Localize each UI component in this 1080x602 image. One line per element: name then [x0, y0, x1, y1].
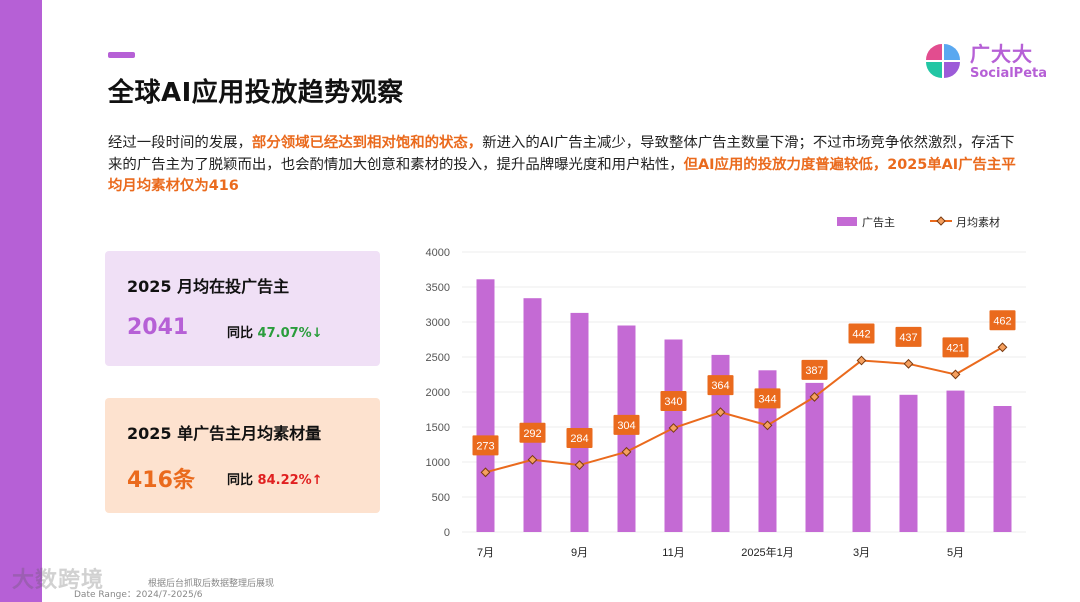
data-label: 437 — [899, 332, 917, 344]
data-label: 304 — [617, 420, 635, 432]
advertiser-stat-card: 2025 月均在投广告主 2041 同比 47.07%↓ — [105, 251, 380, 366]
x-tick-label: 9月 — [571, 547, 588, 559]
data-label: 421 — [946, 342, 964, 354]
legend-bar-swatch — [837, 217, 857, 226]
y-tick-label: 0 — [444, 527, 450, 539]
x-tick-label: 5月 — [947, 547, 964, 559]
data-label: 387 — [805, 365, 823, 377]
line-point — [621, 446, 632, 457]
line-point — [856, 355, 867, 366]
y-tick-label: 2000 — [426, 387, 450, 399]
data-label: 273 — [476, 440, 494, 452]
socialpeta-logo-icon — [926, 44, 960, 78]
bar-advertisers — [852, 395, 871, 532]
card-value: 2041 — [127, 315, 189, 340]
watermark: 大数跨境 — [12, 568, 105, 593]
x-tick-label: 7月 — [477, 547, 494, 559]
y-tick-label: 3000 — [426, 317, 450, 329]
data-label-box — [613, 414, 640, 435]
logo-text-en: SocialPeta — [970, 66, 1048, 81]
y-tick-label: 3500 — [426, 282, 450, 294]
data-label: 340 — [664, 396, 682, 408]
data-label: 462 — [993, 315, 1011, 327]
y-tick-label: 500 — [432, 492, 450, 504]
line-point — [997, 342, 1008, 353]
x-tick-label: 11月 — [662, 547, 684, 559]
bar-advertisers — [946, 390, 965, 532]
y-tick-label: 2500 — [426, 352, 450, 364]
intro-text-1: 经过一段时间的发展， — [108, 135, 252, 151]
data-label-box — [660, 391, 687, 411]
bar-advertisers — [758, 370, 777, 532]
legend-bar-label: 广告主 — [862, 216, 895, 229]
data-label: 442 — [852, 329, 870, 341]
bar-advertisers — [899, 394, 918, 532]
logo-text-cn: 广大大 — [970, 42, 1033, 66]
data-label-box — [848, 323, 875, 344]
bar-advertisers — [805, 382, 824, 532]
data-label-box — [801, 359, 828, 380]
card-yoy: 同比 47.07%↓ — [227, 322, 323, 341]
legend-line-marker — [936, 216, 946, 226]
bar-advertisers — [711, 354, 730, 532]
line-creatives — [485, 346, 1003, 474]
bar-advertisers — [476, 279, 495, 532]
intro-highlight-1: 部分领域已经达到相对饱和的状态， — [251, 135, 483, 151]
line-point — [668, 423, 679, 433]
trend-chart: 0 500 1000 1500 2000 2500 3000 3500 4000 7月 9月 11月 2… — [426, 215, 1026, 559]
yoy-value: 84.22%↑ — [257, 473, 323, 488]
line-point — [574, 460, 585, 470]
legend-line-label: 月均素材 — [956, 215, 1000, 229]
bar-advertisers — [993, 406, 1012, 532]
data-label-box — [707, 375, 734, 396]
line-point — [809, 392, 820, 402]
data-label-box — [942, 337, 969, 358]
data-label-box — [895, 326, 922, 347]
card-value: 416条 — [127, 468, 195, 493]
y-tick-label: 4000 — [426, 247, 450, 259]
data-label-box — [566, 428, 593, 449]
data-label-box — [519, 422, 546, 443]
footer-date-range: Date Range：2024/7-2025/6 — [74, 590, 203, 600]
bar-advertisers — [570, 312, 589, 532]
intro-highlight-2: 但AI应用的投放力度普遍较低，2025单AI广告主平均月均素材仅为416 — [108, 156, 1016, 195]
line-point — [527, 454, 538, 465]
footer-note: 根据后台抓取后数据整理后展现 — [148, 579, 275, 589]
data-label-box — [754, 388, 781, 409]
side-accent-bar — [0, 0, 42, 602]
data-label: 364 — [711, 380, 729, 392]
line-point — [480, 467, 491, 478]
brand-logo: 广大大 SocialPeta — [924, 40, 1054, 86]
line-point — [762, 420, 773, 431]
card-yoy: 同比 84.22%↑ — [227, 469, 323, 488]
title-accent-line — [108, 52, 135, 58]
line-point — [950, 369, 961, 380]
data-label: 284 — [570, 433, 588, 445]
line-point — [715, 407, 726, 418]
data-label: 292 — [523, 428, 541, 440]
bar-advertisers — [664, 339, 683, 532]
line-point — [903, 358, 914, 369]
x-tick-label: 3月 — [853, 547, 870, 559]
yoy-label: 同比 — [227, 473, 254, 488]
intro-paragraph: 经过一段时间的发展，部分领域已经达到相对饱和的状态，新进入的AI广告主减少，导致… — [108, 133, 1018, 198]
card-title: 2025 月均在投广告主 — [127, 277, 290, 296]
card-title: 2025 单广告主月均素材量 — [127, 424, 322, 443]
bar-advertisers — [523, 298, 542, 532]
data-label-box — [472, 435, 499, 456]
page-title: 全球AI应用投放趋势观察 — [108, 78, 404, 108]
intro-text-2: 新进入的AI广告主减少，导致整体广告主数量下滑；不过市场竞争依然激烈，存活下来的… — [108, 135, 1015, 173]
x-tick-label: 2025年1月 — [741, 545, 794, 559]
creative-stat-card: 2025 单广告主月均素材量 416条 同比 84.22%↑ — [105, 398, 380, 513]
y-tick-label: 1000 — [426, 457, 450, 469]
y-tick-label: 1500 — [426, 422, 450, 434]
yoy-value: 47.07%↓ — [257, 326, 323, 341]
yoy-label: 同比 — [227, 326, 254, 341]
data-label-box — [989, 310, 1016, 331]
data-label: 344 — [758, 393, 776, 405]
